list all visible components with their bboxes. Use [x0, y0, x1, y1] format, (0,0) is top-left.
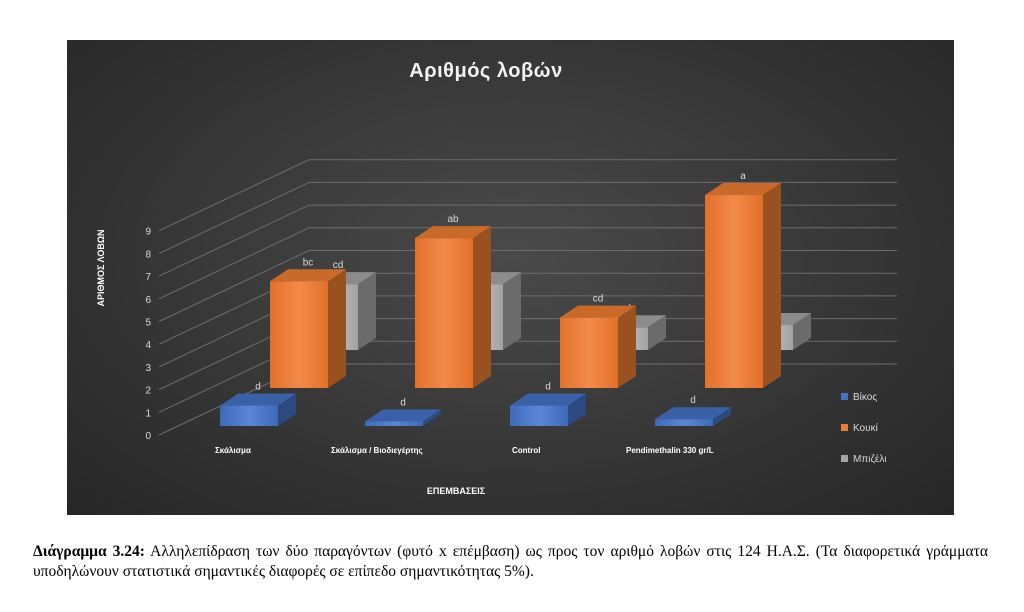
x-tick-label: Pendimethalin 330 gr/L: [626, 446, 714, 455]
y-tick-label: 0: [145, 431, 151, 442]
bar-front: [560, 317, 618, 388]
caption-label: Διάγραμμα 3.24:: [33, 543, 145, 560]
y-tick-label: 1: [145, 408, 151, 419]
data-label: d: [400, 397, 406, 408]
y-tick-label: 4: [145, 340, 151, 351]
bar-front: [705, 195, 763, 388]
bar-top: [220, 393, 296, 406]
y-tick-labels: 0 1 2 3 4 5 6 7 8 9: [145, 227, 151, 442]
gridline-side: [158, 159, 310, 232]
y-tick-label: 6: [145, 295, 151, 306]
bar-side: [648, 315, 666, 350]
bar-top: [365, 409, 441, 422]
bar-side: [358, 272, 376, 350]
bar-front: [270, 281, 328, 388]
bar-front: [510, 405, 568, 426]
chart: Αριθμός λοβών ΑΡΙΘΜΟΣ ΛΟΒΩΝ ΕΠΕΜΒΑΣΕΙΣ 0…: [96, 60, 897, 496]
legend-label: Μπιζέλι: [853, 453, 887, 465]
legend-swatch: [841, 424, 848, 431]
x-tick-label: Σκάλισμα / Βιοδιεγέρτης: [331, 446, 423, 455]
bars: cdcdddbcabcdadddd: [220, 171, 811, 426]
bar-side: [423, 409, 441, 426]
data-label: bc: [303, 257, 314, 268]
bar-front: [655, 419, 713, 426]
y-tick-label: 7: [145, 272, 151, 283]
gridline-side: [158, 250, 310, 322]
bar-side: [473, 226, 491, 388]
y-tick-label: 2: [145, 386, 151, 397]
bar-side: [568, 393, 586, 426]
bar-top: [270, 269, 346, 282]
data-label: d: [255, 382, 261, 393]
figure-caption: Διάγραμμα 3.24: Αλληλεπίδραση των δύο πα…: [33, 542, 988, 582]
y-tick-label: 5: [145, 318, 151, 329]
legend-swatch: [841, 455, 848, 462]
legend-label: Κουκί: [853, 422, 879, 434]
chart-title: Αριθμός λοβών: [409, 60, 562, 82]
gridline-side: [158, 227, 310, 300]
bar-top: [560, 305, 636, 318]
bar-front: [415, 238, 473, 388]
legend-label: Βίκος: [853, 391, 877, 403]
data-label: ab: [447, 214, 459, 225]
y-tick-label: 3: [145, 363, 151, 374]
bar-side: [618, 305, 636, 388]
legend-swatch: [841, 393, 848, 400]
bar-side: [763, 183, 781, 388]
bar-top: [705, 183, 781, 196]
data-label: a: [740, 171, 746, 182]
data-label: d: [545, 382, 551, 393]
bar-side: [503, 272, 521, 350]
bar-Κουκί: cd: [560, 294, 636, 388]
y-tick-label: 8: [145, 249, 151, 260]
bar-top: [510, 393, 586, 406]
bar-side: [713, 407, 731, 426]
x-tick-label: Control: [512, 446, 540, 455]
bar-Βίκος: d: [220, 382, 296, 426]
chart-panel: Αριθμός λοβών ΑΡΙΘΜΟΣ ΛΟΒΩΝ ΕΠΕΜΒΑΣΕΙΣ 0…: [67, 40, 954, 515]
gridline-side: [158, 181, 310, 254]
bar-Βίκος: d: [365, 397, 441, 426]
bar-side: [278, 393, 296, 426]
bar-Κουκί: bc: [270, 257, 346, 388]
data-label: cd: [333, 260, 344, 271]
bar-front: [365, 421, 423, 426]
data-label: cd: [593, 294, 604, 305]
x-tick-label: Σκάλισμα: [215, 446, 251, 455]
bar-Κουκί: ab: [415, 214, 491, 388]
x-tick-labels: Σκάλισμα Σκάλισμα / Βιοδιεγέρτης Control Pe…: [215, 446, 714, 455]
bar-top: [655, 407, 731, 420]
bar-side: [328, 269, 346, 388]
bar-top: [415, 226, 491, 239]
y-tick-label: 9: [145, 227, 151, 238]
bar-Βίκος: d: [510, 382, 586, 426]
y-axis-label: ΑΡΙΘΜΟΣ ΛΟΒΩΝ: [96, 229, 106, 306]
bar-side: [793, 313, 811, 350]
data-label: d: [690, 395, 696, 406]
bar-front: [220, 405, 278, 426]
x-axis-label: ΕΠΕΜΒΑΣΕΙΣ: [427, 486, 486, 496]
bar-Βίκος: d: [655, 395, 731, 426]
legend: Βίκος Κουκί Μπιζέλι: [841, 391, 887, 465]
gridline-side: [158, 204, 310, 277]
caption-text: Αλληλεπίδραση των δύο παραγόντων (φυτό x…: [33, 543, 988, 580]
bar-Κουκί: a: [705, 171, 781, 388]
